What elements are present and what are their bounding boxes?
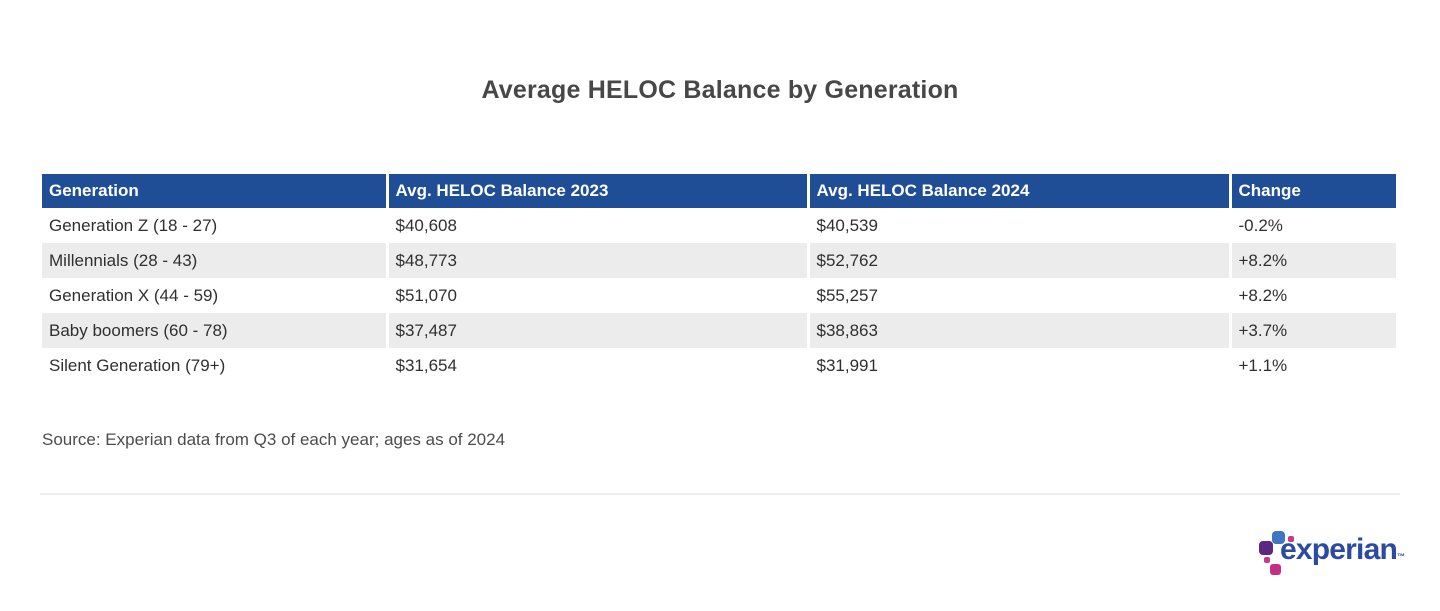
cell-balance-2023: $51,070 xyxy=(385,278,808,313)
cell-change: +1.1% xyxy=(1228,348,1396,383)
page-title: Average HELOC Balance by Generation xyxy=(481,76,959,104)
experian-logo-purple-square-icon xyxy=(1259,541,1273,555)
heloc-balance-table: Generation Avg. HELOC Balance 2023 Avg. … xyxy=(42,174,1396,383)
cell-generation: Baby boomers (60 - 78) xyxy=(42,313,387,348)
cell-balance-2024: $52,762 xyxy=(806,243,1230,278)
experian-logo: experian™ xyxy=(1259,528,1405,580)
column-header-change: Change xyxy=(1228,174,1396,208)
trademark-symbol: ™ xyxy=(1397,552,1405,561)
experian-wordmark: experian™ xyxy=(1280,533,1405,566)
table-row: Baby boomers (60 - 78) $37,487 $38,863 +… xyxy=(42,313,1396,348)
cell-balance-2024: $31,991 xyxy=(806,348,1230,383)
cell-balance-2024: $38,863 xyxy=(806,313,1230,348)
footer-divider xyxy=(40,493,1400,495)
cell-balance-2023: $40,608 xyxy=(385,208,808,243)
cell-balance-2023: $48,773 xyxy=(385,243,808,278)
cell-change: +8.2% xyxy=(1228,243,1396,278)
cell-change: +3.7% xyxy=(1228,313,1396,348)
cell-change: +8.2% xyxy=(1228,278,1396,313)
experian-logo-pink-dot-icon xyxy=(1264,557,1270,563)
cell-generation: Generation Z (18 - 27) xyxy=(49,215,218,235)
table-row: Millennials (28 - 43) $48,773 $52,762 +8… xyxy=(42,243,1396,278)
cell-generation: Silent Generation (79+) xyxy=(49,355,226,375)
cell-balance-2024: $40,539 xyxy=(806,208,1230,243)
column-header-balance-2023: Avg. HELOC Balance 2023 xyxy=(385,174,808,208)
column-header-generation: Generation xyxy=(42,174,387,208)
table-header: Generation Avg. HELOC Balance 2023 Avg. … xyxy=(42,174,1396,208)
table-row: Generation Z (18 - 27) $40,608 $40,539 -… xyxy=(42,208,1396,243)
source-note: Source: Experian data from Q3 of each ye… xyxy=(42,430,506,449)
experian-logo-magenta-square-icon xyxy=(1270,564,1281,575)
cell-balance-2023: $31,654 xyxy=(385,348,808,383)
table-row: Generation X (44 - 59) $51,070 $55,257 +… xyxy=(42,278,1396,313)
cell-balance-2023: $37,487 xyxy=(385,313,808,348)
experian-logo-pink-dot-icon xyxy=(1288,536,1294,542)
cell-change: -0.2% xyxy=(1228,208,1396,243)
column-header-balance-2024: Avg. HELOC Balance 2024 xyxy=(806,174,1230,208)
cell-balance-2024: $55,257 xyxy=(806,278,1230,313)
table-header-row: Generation Avg. HELOC Balance 2023 Avg. … xyxy=(42,174,1396,208)
table-body: Generation Z (18 - 27) $40,608 $40,539 -… xyxy=(42,208,1396,383)
experian-logo-blue-square-icon xyxy=(1272,531,1285,544)
cell-generation: Millennials (28 - 43) xyxy=(42,243,387,278)
table-row: Silent Generation (79+) $31,654 $31,991 … xyxy=(42,348,1396,383)
cell-generation: Generation X (44 - 59) xyxy=(49,285,219,305)
